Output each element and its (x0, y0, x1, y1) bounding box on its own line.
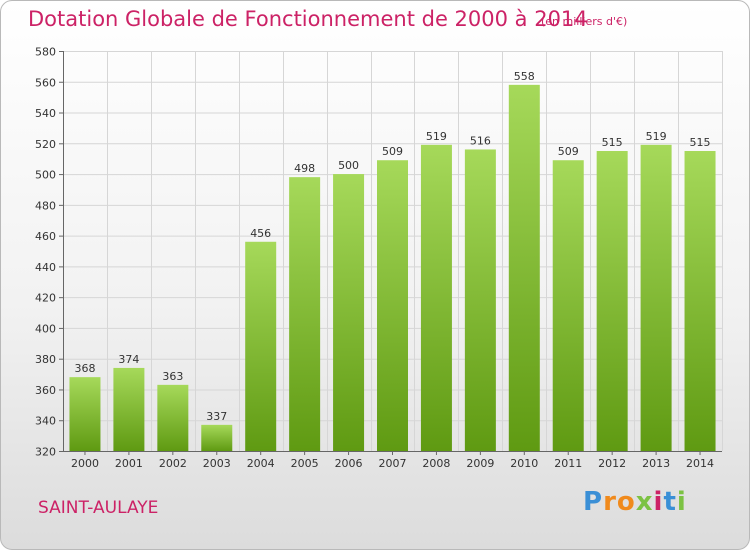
logo-letter: o (616, 487, 636, 517)
x-tick-label: 2004 (247, 457, 275, 470)
x-tick-label: 2013 (642, 457, 670, 470)
y-tick-label: 560 (35, 76, 56, 89)
chart-subtitle: (en milliers d'€) (541, 15, 628, 28)
bar-value-label: 337 (206, 410, 227, 423)
x-tick-label: 2014 (686, 457, 714, 470)
logo-letter: t (663, 487, 677, 517)
y-tick-label: 400 (35, 322, 56, 335)
logo-letter: P (583, 487, 604, 517)
x-tick-label: 2009 (466, 457, 494, 470)
y-tick-label: 440 (35, 261, 56, 274)
bar-2012 (596, 151, 628, 451)
bar-value-label: 509 (558, 145, 579, 158)
bar-2006 (333, 174, 365, 452)
x-tick-label: 2012 (598, 457, 626, 470)
x-tick-label: 2003 (203, 457, 231, 470)
proxiti-logo[interactable]: Proxiti (583, 487, 687, 517)
bar-value-label: 374 (118, 353, 139, 366)
bar-value-label: 515 (602, 136, 623, 149)
bars (69, 84, 716, 452)
bar-2011 (552, 160, 584, 451)
bar-value-label: 363 (162, 370, 183, 383)
x-tick-label: 2007 (379, 457, 407, 470)
logo-letter: i (676, 487, 687, 517)
bar-value-label: 519 (426, 130, 447, 143)
bar-value-label: 498 (294, 162, 315, 175)
logo-letter: x (635, 487, 654, 517)
bar-2005 (289, 177, 321, 451)
y-tick-label: 480 (35, 199, 56, 212)
y-tick-label: 320 (35, 446, 56, 459)
bar-2010 (508, 84, 540, 451)
bar-2002 (157, 384, 189, 451)
x-tick-label: 2000 (71, 457, 99, 470)
y-tick-label: 460 (35, 230, 56, 243)
y-tick-label: 340 (35, 415, 56, 428)
y-tick-label: 380 (35, 353, 56, 366)
bar-value-label: 456 (250, 227, 271, 240)
axes (59, 51, 722, 455)
bar-value-label: 515 (690, 136, 711, 149)
labels: 320 340 360 380 400 420 440 460 480 500 520 540 560 5… (35, 46, 714, 471)
bar-value-label: 558 (514, 70, 535, 83)
y-tick-label: 540 (35, 107, 56, 120)
bar-2000 (69, 377, 101, 451)
bar-2008 (420, 144, 452, 451)
bar-value-label: 516 (470, 134, 491, 147)
bar-2009 (464, 149, 496, 451)
x-tick-label: 2008 (422, 457, 450, 470)
chart-title: Dotation Globale de Fonctionnement de 20… (28, 7, 588, 31)
y-tick-label: 520 (35, 138, 56, 151)
x-tick-label: 2006 (335, 457, 363, 470)
bar-value-label: 368 (74, 362, 95, 375)
bar-2007 (377, 160, 408, 451)
bar-value-label: 519 (646, 130, 667, 143)
x-tick-label: 2010 (510, 457, 538, 470)
commune-name: SAINT-AULAYE (38, 498, 159, 518)
x-tick-label: 2005 (291, 457, 319, 470)
bar-2003 (201, 424, 233, 451)
y-tick-label: 360 (35, 384, 56, 397)
x-tick-label: 2011 (554, 457, 582, 470)
y-tick-label: 500 (35, 169, 56, 182)
y-tick-label: 420 (35, 292, 56, 305)
logo-letter: r (603, 487, 617, 517)
logo-letter: i (653, 487, 664, 517)
x-tick-label: 2001 (115, 457, 143, 470)
y-tick-label: 580 (35, 46, 56, 59)
bar-value-label: 500 (338, 159, 359, 172)
bar-2013 (640, 144, 672, 451)
bar-2014 (684, 151, 716, 451)
bar-2001 (113, 367, 145, 451)
bar-value-label: 509 (382, 145, 403, 158)
x-tick-label: 2002 (159, 457, 187, 470)
bar-2004 (245, 241, 277, 451)
